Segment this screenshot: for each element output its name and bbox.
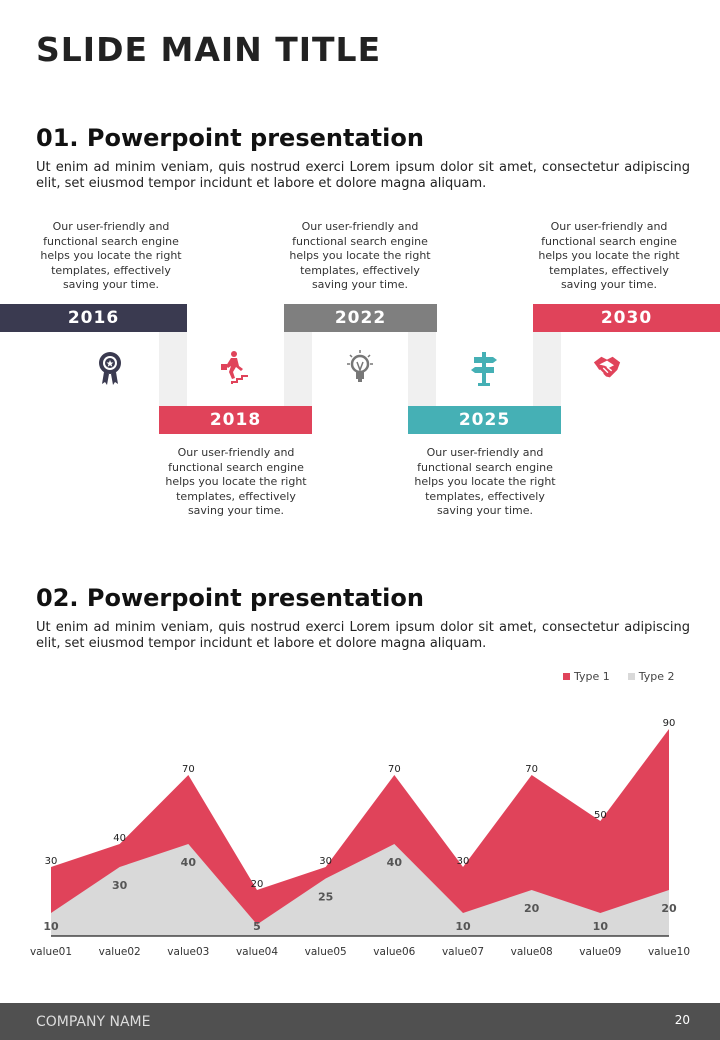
data-label: 40 — [181, 856, 197, 869]
x-tick-label: value06 — [373, 946, 415, 958]
data-label: 70 — [182, 764, 195, 775]
company-name: COMPANY NAME — [36, 1014, 151, 1030]
data-label: 30 — [45, 856, 58, 867]
section2-body: Ut enim ad minim veniam, quis nostrud ex… — [36, 620, 690, 651]
x-tick-label: value10 — [648, 946, 690, 958]
data-label: 50 — [594, 810, 607, 821]
data-label: 5 — [253, 920, 261, 933]
series-area-2 — [51, 844, 669, 936]
year-bar-2025: 2025 — [408, 406, 561, 434]
data-label: 90 — [663, 718, 676, 729]
chart-legend: Type 1 Type 2 — [563, 670, 675, 683]
year-bar-2018: 2018 — [159, 406, 312, 434]
data-label: 20 — [524, 902, 540, 915]
data-label: 30 — [319, 856, 332, 867]
area-chart: 30 40 70 20 30 70 30 70 50 90 10 30 40 5 25 40 10 20 10 20 v… — [30, 718, 690, 958]
data-label: 20 — [661, 902, 677, 915]
legend-type2: Type 2 — [638, 670, 675, 683]
award-ribbon-icon — [99, 352, 121, 385]
legend-type1: Type 1 — [574, 670, 610, 683]
lightbulb-icon — [347, 350, 373, 382]
x-tick-label: value07 — [442, 946, 484, 958]
timeline-desc-2025: Our user-friendly and functional search … — [414, 446, 556, 517]
data-label: 10 — [43, 920, 59, 933]
x-tick-label: value01 — [30, 946, 72, 958]
running-up-stairs-icon — [221, 351, 248, 384]
signpost-icon — [471, 352, 497, 386]
timeline-desc-2030: Our user-friendly and functional search … — [538, 220, 680, 291]
handshake-icon — [593, 356, 621, 378]
connector — [284, 332, 312, 406]
connector — [159, 332, 187, 406]
year-bar-2030: 2030 — [533, 304, 720, 332]
timeline-desc-2016: Our user-friendly and functional search … — [40, 220, 182, 291]
page-number: 20 — [674, 1013, 690, 1027]
legend-swatch-type2 — [627, 673, 635, 680]
data-label: 10 — [455, 920, 471, 933]
x-tick-label: value02 — [99, 946, 141, 958]
data-label: 30 — [457, 856, 470, 867]
footer: COMPANY NAME 20 — [0, 1003, 720, 1040]
year-bar-2016: 2016 — [0, 304, 187, 332]
x-tick-label: value04 — [236, 946, 278, 958]
x-tick-label: value05 — [305, 946, 347, 958]
data-label: 70 — [525, 764, 538, 775]
year-bar-2022: 2022 — [284, 304, 437, 332]
x-tick-label: value08 — [511, 946, 553, 958]
data-label: 40 — [113, 833, 126, 844]
legend-swatch-type1 — [563, 673, 570, 680]
x-tick-label: value09 — [579, 946, 621, 958]
data-label: 25 — [318, 891, 333, 904]
section1-heading: 01. Powerpoint presentation — [36, 124, 424, 152]
connector — [533, 332, 561, 406]
data-label: 40 — [387, 856, 403, 869]
connector — [408, 332, 436, 406]
data-label: 20 — [251, 879, 264, 890]
x-tick-label: value03 — [167, 946, 209, 958]
data-label: 30 — [112, 879, 128, 892]
slide-title: SLIDE MAIN TITLE — [36, 30, 382, 69]
data-label: 10 — [593, 920, 609, 933]
data-label: 70 — [388, 764, 401, 775]
section1-body: Ut enim ad minim veniam, quis nostrud ex… — [36, 160, 690, 191]
timeline-desc-2022: Our user-friendly and functional search … — [289, 220, 431, 291]
section2-heading: 02. Powerpoint presentation — [36, 584, 424, 612]
timeline-desc-2018: Our user-friendly and functional search … — [165, 446, 307, 517]
